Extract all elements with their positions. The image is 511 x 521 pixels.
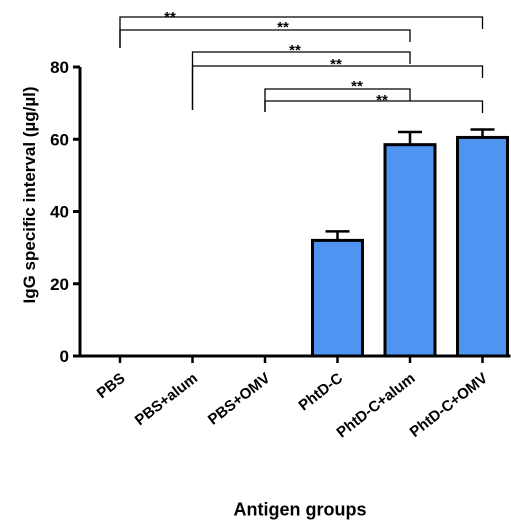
x-tick-label: PBS — [94, 370, 129, 402]
x-tick-label: PhtD-C+alum — [333, 370, 418, 442]
significance-bracket — [119, 16, 484, 48]
significance-bracket — [264, 100, 484, 113]
significance-label: ** — [289, 42, 301, 59]
y-tick-label: 0 — [60, 347, 69, 366]
x-tick-label: PBS+OMV — [205, 370, 274, 429]
y-axis-label: IgG specific interval (µg/µl) — [20, 86, 39, 304]
y-tick-label: 80 — [50, 58, 69, 77]
y-tick-label: 20 — [50, 275, 69, 294]
x-tick-label: PhtD-C — [295, 370, 346, 415]
bar — [311, 238, 364, 358]
significance-label: ** — [376, 92, 388, 109]
y-tick-label: 40 — [50, 203, 69, 222]
significance-bracket — [191, 51, 411, 110]
significance-bracket — [119, 29, 411, 48]
significance-label: ** — [351, 78, 363, 95]
bar — [456, 135, 509, 358]
bar — [383, 143, 437, 358]
significance-bracket — [264, 88, 411, 112]
x-tick-label: PBS+alum — [132, 370, 201, 429]
significance-label: ** — [330, 56, 342, 73]
x-axis-label: Antigen groups — [233, 499, 367, 520]
significance-label: ** — [277, 19, 289, 36]
x-tick-label: PhtD-C+OMV — [407, 370, 491, 441]
y-tick-label: 60 — [50, 130, 69, 149]
